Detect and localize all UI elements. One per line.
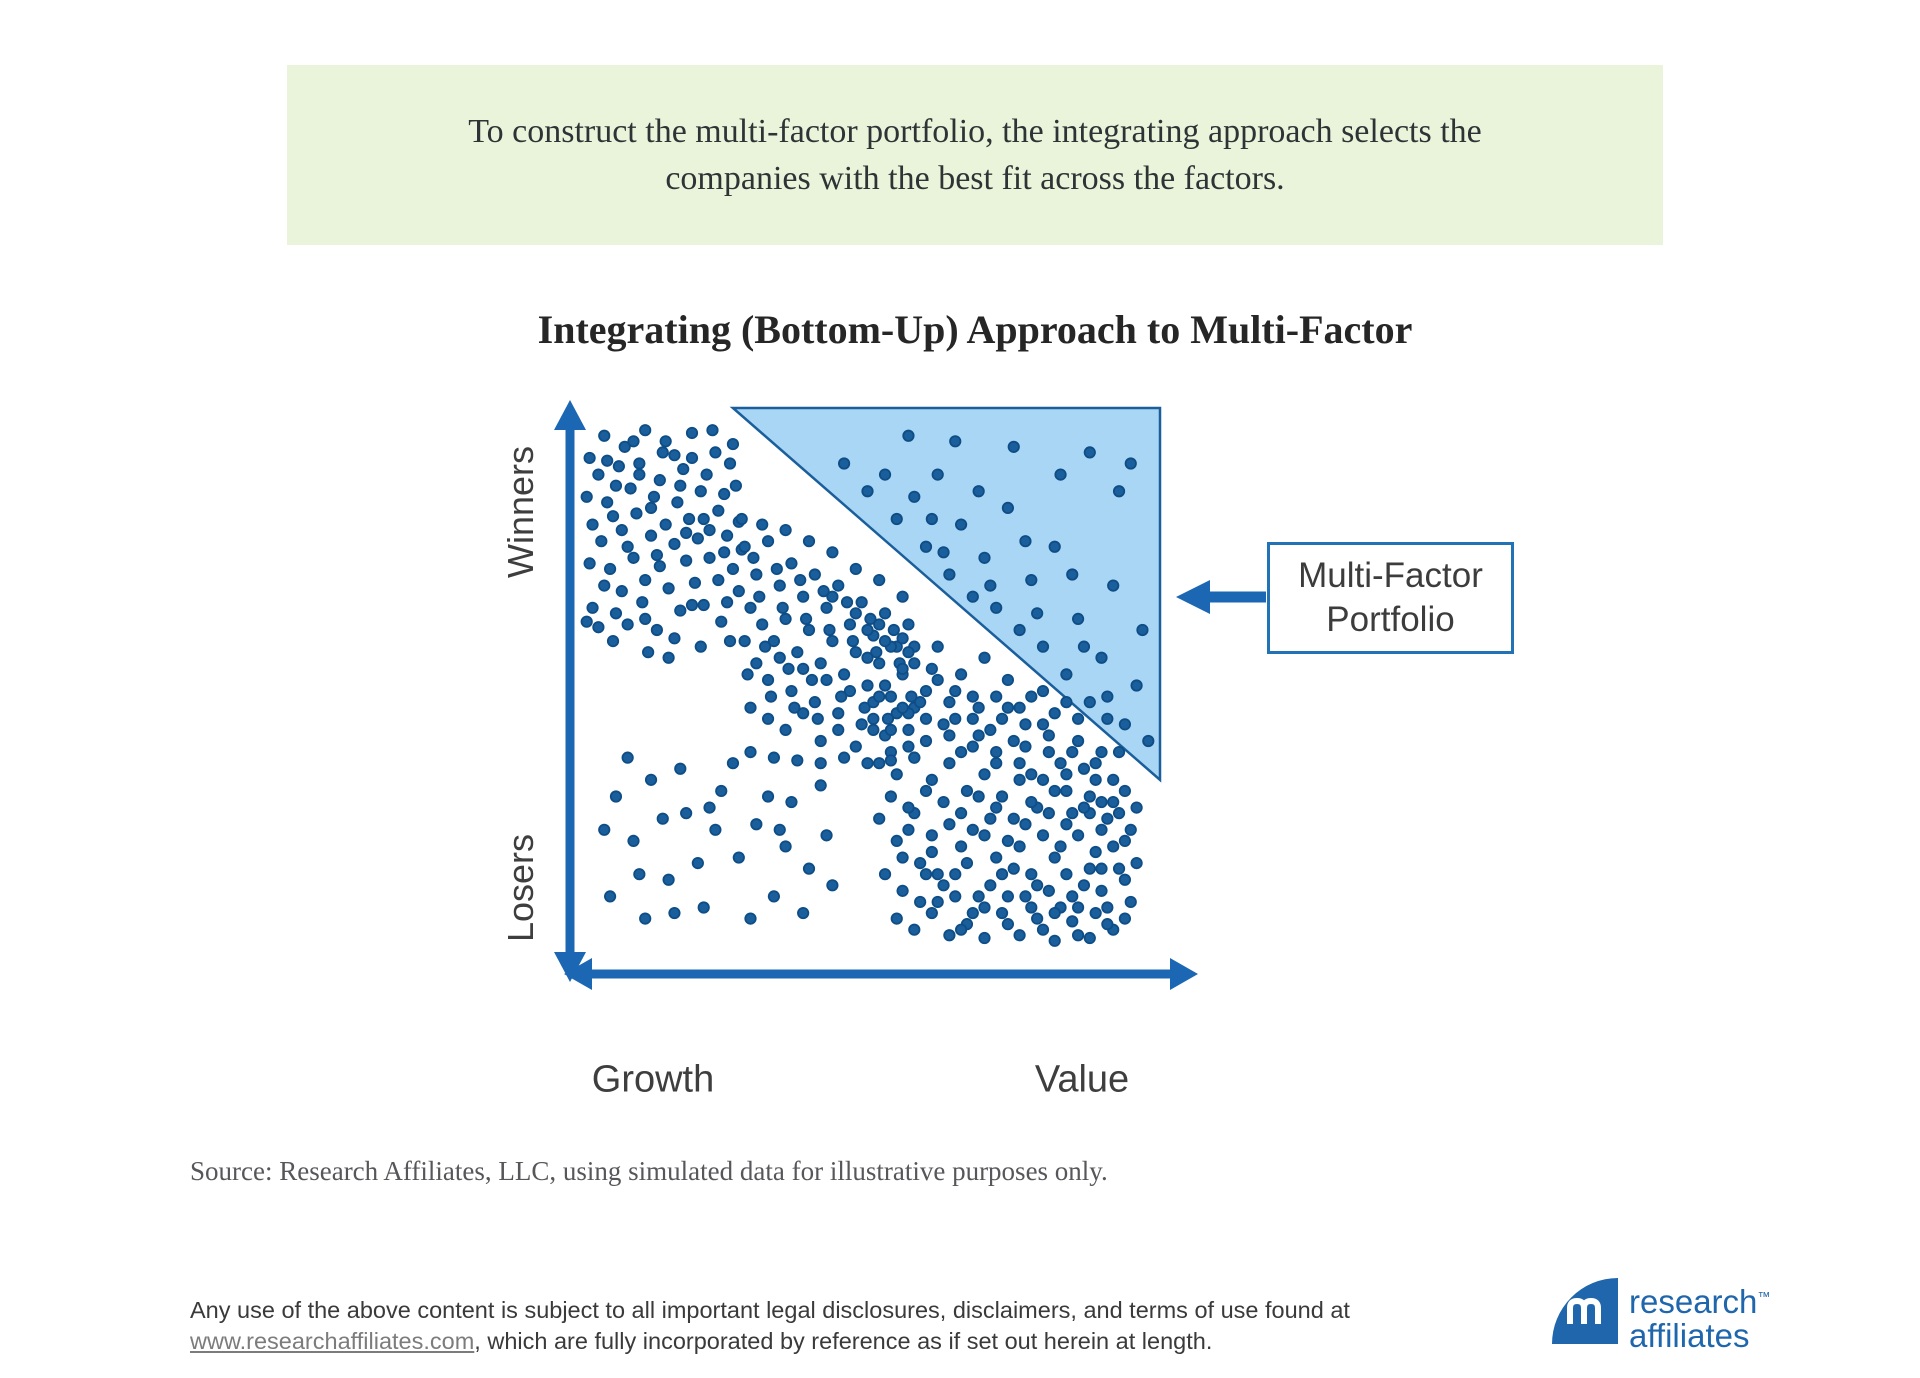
disclaimer-line2: , which are fully incorporated by refere… xyxy=(474,1328,1213,1354)
x-axis-left-label: Growth xyxy=(591,1058,715,1101)
banner-text-line2: companies with the best fit across the f… xyxy=(665,160,1285,197)
scatter-points xyxy=(580,424,1155,947)
x-axis-arrow xyxy=(564,958,1198,990)
logo-wordmark: research™ affiliates xyxy=(1629,1280,1770,1353)
callout-label-line2: Portfolio xyxy=(1326,600,1455,639)
logo-word1: research xyxy=(1629,1283,1758,1320)
callout-label-line1: Multi-Factor xyxy=(1298,556,1483,595)
banner-text-line1: To construct the multi-factor portfolio,… xyxy=(468,113,1482,150)
trademark-symbol: ™ xyxy=(1757,1289,1771,1304)
key-message-banner: To construct the multi-factor portfolio,… xyxy=(287,65,1663,245)
logo-word2: affiliates xyxy=(1629,1317,1750,1354)
research-affiliates-logo: research™ affiliates xyxy=(1552,1278,1770,1353)
y-axis-bottom-label: Losers xyxy=(500,833,541,943)
ra-monogram-glyph xyxy=(1567,1298,1601,1324)
chart-title: Integrating (Bottom-Up) Approach to Mult… xyxy=(537,307,1413,352)
scatter-plot xyxy=(554,400,1266,990)
multi-factor-selection-triangle xyxy=(729,406,1162,783)
disclaimer-line1: Any use of the above content is subject … xyxy=(190,1297,1350,1323)
callout-arrow xyxy=(1176,580,1266,614)
x-axis-right-label: Value xyxy=(1034,1058,1130,1101)
multi-factor-portfolio-callout: Multi-Factor Portfolio xyxy=(1267,542,1514,654)
legal-disclaimer: Any use of the above content is subject … xyxy=(190,1295,1370,1357)
y-axis-arrow xyxy=(554,400,586,982)
y-axis-top-label: Winners xyxy=(500,445,541,579)
ra-monogram-icon xyxy=(1552,1278,1618,1344)
source-note: Source: Research Affiliates, LLC, using … xyxy=(190,1156,1108,1186)
footer-link[interactable]: www.researchaffiliates.com xyxy=(190,1328,475,1354)
